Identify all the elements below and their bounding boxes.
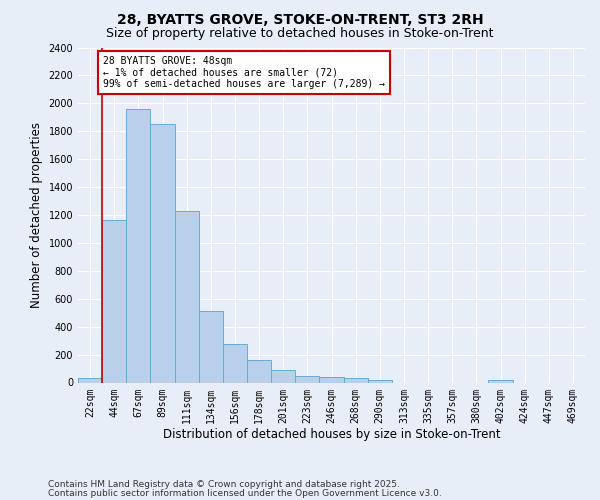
Bar xyxy=(151,124,175,382)
Bar xyxy=(175,211,199,382)
Bar xyxy=(271,370,295,382)
Bar xyxy=(319,377,344,382)
Text: 28 BYATTS GROVE: 48sqm
← 1% of detached houses are smaller (72)
99% of semi-deta: 28 BYATTS GROVE: 48sqm ← 1% of detached … xyxy=(103,56,385,89)
Bar xyxy=(488,380,512,382)
Bar xyxy=(295,376,319,382)
Text: Contains HM Land Registry data © Crown copyright and database right 2025.: Contains HM Land Registry data © Crown c… xyxy=(48,480,400,489)
Bar xyxy=(223,344,247,383)
Bar xyxy=(78,378,102,382)
Bar xyxy=(199,310,223,382)
Bar xyxy=(126,109,151,382)
Y-axis label: Number of detached properties: Number of detached properties xyxy=(30,122,43,308)
Text: Contains public sector information licensed under the Open Government Licence v3: Contains public sector information licen… xyxy=(48,490,442,498)
Bar xyxy=(344,378,368,382)
X-axis label: Distribution of detached houses by size in Stoke-on-Trent: Distribution of detached houses by size … xyxy=(163,428,500,441)
Text: Size of property relative to detached houses in Stoke-on-Trent: Size of property relative to detached ho… xyxy=(106,28,494,40)
Text: 28, BYATTS GROVE, STOKE-ON-TRENT, ST3 2RH: 28, BYATTS GROVE, STOKE-ON-TRENT, ST3 2R… xyxy=(116,12,484,26)
Bar xyxy=(368,380,392,382)
Bar xyxy=(247,360,271,382)
Bar xyxy=(102,220,126,382)
